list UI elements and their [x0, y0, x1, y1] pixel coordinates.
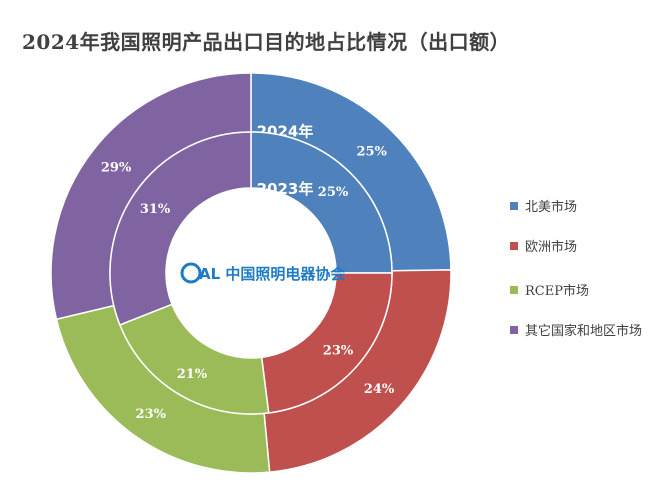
center-hole	[167, 189, 335, 357]
legend-item: RCEP市场	[510, 280, 589, 299]
legend-swatch	[510, 241, 518, 250]
legend-swatch	[510, 201, 518, 210]
outer-ring-label-2: 23%	[136, 407, 167, 422]
outer-ring-label-1: 24%	[364, 382, 395, 397]
center-logo-text: AL 中国照明电器协会	[199, 265, 345, 283]
cali-logo-icon	[180, 262, 202, 284]
outer-ring-label-3: 29%	[101, 160, 132, 175]
legend-item: 北美市场	[510, 196, 577, 215]
inner-ring-slice-0	[250, 131, 393, 274]
chart-title: 2024年我国照明产品出口目的地占比情况（出口额）	[22, 30, 511, 54]
outer-ring-label-0: 25%	[356, 144, 387, 159]
legend-label: RCEP市场	[525, 284, 589, 299]
inner-ring-label-3: 31%	[140, 202, 171, 217]
inner-ring-label-0: 25%	[318, 185, 349, 200]
legend-label: 北美市场	[525, 200, 578, 215]
legend-label: 欧洲市场	[525, 240, 578, 255]
inner-ring-slice-1	[260, 272, 393, 414]
legend-label: 其它国家和地区市场	[525, 324, 643, 339]
inner-ring-slice-3	[109, 131, 252, 326]
legend-item: 欧洲市场	[510, 236, 577, 255]
legend-swatch	[510, 325, 518, 334]
legend-item: 其它国家和地区市场	[510, 320, 642, 339]
legend-swatch	[510, 285, 518, 294]
inner-ring-label-1: 23%	[323, 344, 354, 359]
inner-ring-label-2: 21%	[177, 367, 208, 382]
